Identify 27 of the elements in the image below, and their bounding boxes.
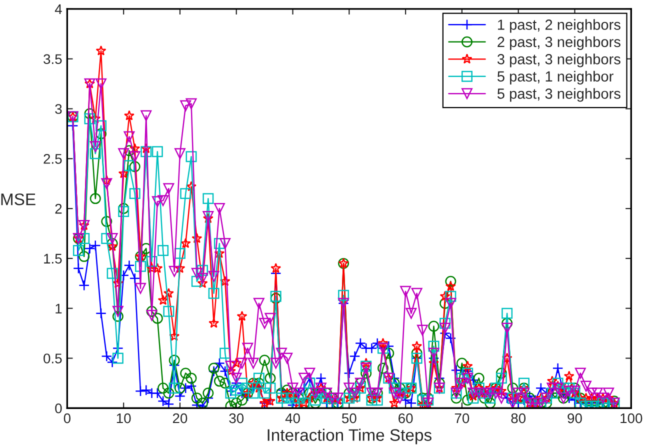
x-tick-label: 40 — [285, 413, 300, 424]
x-tick-label: 90 — [568, 413, 582, 424]
legend-label: 5 past, 3 neighbors — [497, 88, 620, 102]
x-tick-label: 30 — [229, 413, 244, 424]
legend-label: 3 past, 3 neighbors — [497, 54, 620, 68]
x-tick-label: 20 — [172, 413, 188, 424]
x-tick-label: 70 — [454, 413, 470, 424]
x-tick-label: 10 — [116, 413, 131, 424]
x-tick-label: 80 — [511, 413, 526, 424]
y-axis-title: MSE — [1, 193, 36, 206]
y-tick-label: 3 — [55, 104, 62, 114]
y-tick-label: 0.5 — [44, 354, 62, 364]
y-tick-label: 1.5 — [44, 254, 62, 264]
y-tick-label: 3.5 — [44, 54, 62, 64]
y-tick-label: 4 — [54, 4, 62, 14]
y-tick-label: 2 — [55, 204, 62, 214]
x-tick-label: 0 — [64, 413, 71, 424]
x-tick-label: 100 — [620, 413, 642, 424]
x-tick-label: 60 — [398, 413, 413, 424]
y-tick-label: 0 — [55, 403, 62, 414]
x-tick-label: 50 — [342, 413, 356, 424]
y-tick-label: 1 — [56, 304, 62, 314]
y-tick-label: 2.5 — [44, 154, 62, 164]
x-axis-title: Interaction Time Steps — [268, 428, 432, 444]
legend-label: 5 past, 1 neighbor — [497, 70, 614, 84]
legend-label: 2 past, 3 neighbors — [498, 36, 620, 50]
legend-label: 1 past, 2 neighbors — [498, 19, 620, 33]
